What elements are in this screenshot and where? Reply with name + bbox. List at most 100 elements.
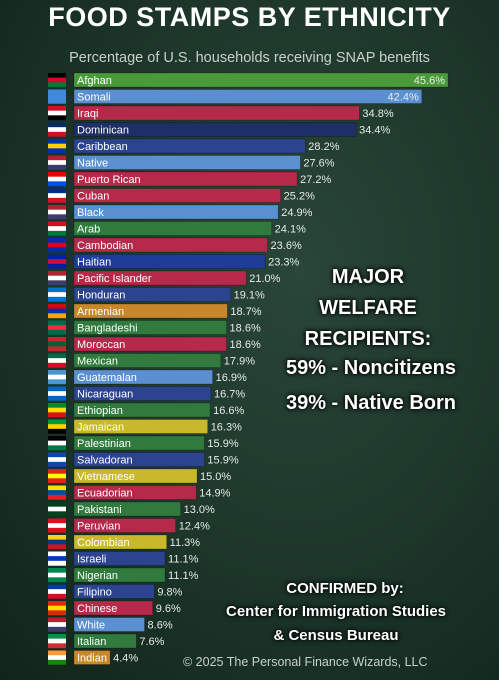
category-label-puerto-rican: Puerto Rican xyxy=(77,174,141,186)
flag-native-icon xyxy=(48,155,66,170)
category-label-jamaican: Jamaican xyxy=(77,422,124,434)
flag-dominican-icon xyxy=(48,122,66,137)
flag-salvadoran-icon xyxy=(48,452,66,467)
value-label-italian: 7.6% xyxy=(139,636,164,648)
bar-haitian xyxy=(73,254,266,269)
value-label-peruvian: 12.4% xyxy=(179,521,210,533)
value-label-vietnamese: 15.0% xyxy=(200,471,231,483)
flag-cambodian-icon xyxy=(48,238,66,253)
value-label-indian: 4.4% xyxy=(113,653,138,665)
category-label-indian: Indian xyxy=(77,653,107,665)
category-label-native: Native xyxy=(77,158,108,170)
value-label-nigerian: 11.1% xyxy=(168,570,199,582)
value-label-armenian: 18.7% xyxy=(230,306,261,318)
category-label-afghan: Afghan xyxy=(77,75,112,87)
category-label-dominican: Dominican xyxy=(77,125,129,137)
flag-somali-icon xyxy=(48,89,66,104)
flag-ethiopian-icon xyxy=(48,403,66,418)
value-label-haitian: 23.3% xyxy=(268,257,299,269)
flag-haitian-icon xyxy=(48,254,66,269)
category-label-italian: Italian xyxy=(77,636,106,648)
value-label-black: 24.9% xyxy=(281,207,312,219)
bar-bangladeshi xyxy=(73,320,227,335)
bar-puerto-rican xyxy=(73,171,298,187)
category-label-pakistani: Pakistani xyxy=(77,504,122,516)
category-label-somali: Somali xyxy=(77,92,111,104)
category-label-colombian: Colombian xyxy=(77,537,130,549)
value-label-mexican: 17.9% xyxy=(224,356,255,368)
bar-native xyxy=(73,155,301,170)
flag-nigerian-icon xyxy=(48,568,66,583)
value-label-pakistani: 13.0% xyxy=(184,504,215,516)
bar-armenian xyxy=(73,303,228,319)
value-label-iraqi: 34.8% xyxy=(362,108,393,120)
flag-guatemalan-icon xyxy=(48,370,66,385)
major-welfare-title: MAJOR WELFARE RECIPIENTS: xyxy=(304,266,432,350)
category-label-vietnamese: Vietnamese xyxy=(77,471,135,483)
bar-nicaraguan xyxy=(73,386,212,401)
value-label-nicaraguan: 16.7% xyxy=(214,389,245,401)
flag-colombian-icon xyxy=(48,535,66,550)
value-label-chinese: 9.6% xyxy=(156,603,181,615)
bar-dominican xyxy=(73,122,357,137)
flag-pakistani-icon xyxy=(48,502,66,517)
category-label-bangladeshi: Bangladeshi xyxy=(77,323,138,335)
bar-pacific-islander xyxy=(73,270,247,286)
category-label-black: Black xyxy=(77,207,104,219)
confirmed-by-title: CONFIRMED by: xyxy=(286,580,404,597)
category-label-nicaraguan: Nicaraguan xyxy=(77,389,133,401)
bar-black xyxy=(73,204,279,220)
value-label-dominican: 34.4% xyxy=(359,125,390,137)
value-label-jamaican: 16.3% xyxy=(211,422,242,434)
category-label-cuban: Cuban xyxy=(77,191,109,203)
bar-mexican xyxy=(73,353,222,368)
value-label-caribbean: 28.2% xyxy=(308,141,339,153)
value-label-bangladeshi: 18.6% xyxy=(230,323,261,335)
flag-chinese-icon xyxy=(48,601,66,616)
category-label-peruvian: Peruvian xyxy=(77,521,120,533)
flag-mexican-icon xyxy=(48,353,66,368)
flag-pacific-islander-icon xyxy=(48,271,66,286)
bar-somali xyxy=(73,89,423,104)
bar-vietnamese xyxy=(73,468,198,484)
flag-peruvian-icon xyxy=(48,518,66,533)
value-label-ecuadorian: 14.9% xyxy=(199,488,230,500)
chart-subtitle: Percentage of U.S. households receiving … xyxy=(69,50,430,66)
category-label-mexican: Mexican xyxy=(77,356,118,368)
chart-title: FOOD STAMPS BY ETHNICITY xyxy=(48,2,451,32)
flag-arab-icon xyxy=(48,221,66,236)
category-label-haitian: Haitian xyxy=(77,257,111,269)
category-label-chinese: Chinese xyxy=(77,603,117,615)
category-label-iraqi: Iraqi xyxy=(77,108,98,120)
bar-guatemalan xyxy=(73,369,213,385)
category-label-israeli: Israeli xyxy=(77,554,106,566)
bar-ethiopian xyxy=(73,402,211,418)
flag-italian-icon xyxy=(48,634,66,649)
bar-caribbean xyxy=(73,138,306,154)
bar-cuban xyxy=(73,188,281,203)
flag-caribbean-icon xyxy=(48,139,66,154)
value-label-guatemalan: 16.9% xyxy=(216,372,247,384)
value-label-arab: 24.1% xyxy=(275,224,306,236)
bar-iraqi xyxy=(73,105,360,121)
flag-black-icon xyxy=(48,205,66,220)
category-label-nigerian: Nigerian xyxy=(77,570,118,582)
flag-honduran-icon xyxy=(48,287,66,302)
flag-filipino-icon xyxy=(48,584,66,599)
value-label-filipino: 9.8% xyxy=(157,587,182,599)
native-born-stat: 39% - Native Born xyxy=(285,392,457,414)
category-label-cambodian: Cambodian xyxy=(77,240,133,252)
category-label-honduran: Honduran xyxy=(77,290,125,302)
bar-filipino xyxy=(73,584,155,599)
flag-palestinian-icon xyxy=(48,436,66,451)
bar-white xyxy=(73,617,145,632)
value-label-moroccan: 18.6% xyxy=(230,339,261,351)
value-label-pacific-islander: 21.0% xyxy=(249,273,280,285)
bar-arab xyxy=(73,221,272,236)
value-label-israeli: 11.1% xyxy=(168,554,199,566)
value-label-native: 27.6% xyxy=(303,158,334,170)
category-label-filipino: Filipino xyxy=(77,587,112,599)
category-label-armenian: Armenian xyxy=(77,306,124,318)
value-label-white: 8.6% xyxy=(148,620,173,632)
